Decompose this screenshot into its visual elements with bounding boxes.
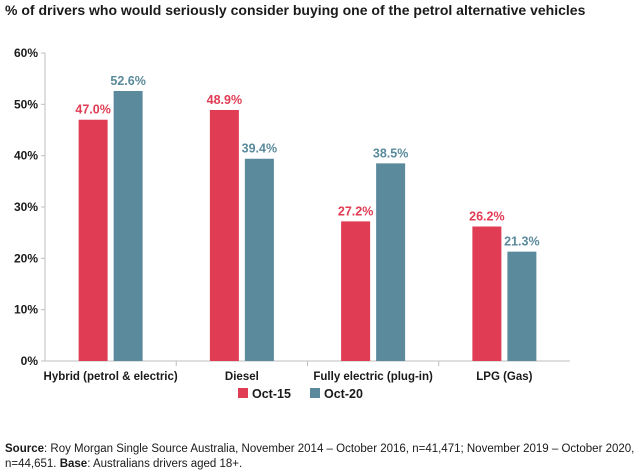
data-label: 26.2% <box>469 210 504 224</box>
data-label: 48.9% <box>207 93 242 107</box>
legend-swatch <box>238 388 248 398</box>
bar-chart: 0% 10% 20% 30% 40% 50% 60% 47.0% 52.6% Hybrid (pe… <box>14 46 570 401</box>
chart-title: % of drivers who would seriously conside… <box>5 2 586 18</box>
legend-swatch <box>310 388 320 398</box>
bar <box>209 109 239 361</box>
data-label: 39.4% <box>242 142 277 156</box>
bar <box>78 119 108 361</box>
x-tick-label: Hybrid (petrol & electric) <box>44 371 178 383</box>
source-text: : Roy Morgan Single Source Australia, No… <box>5 443 635 470</box>
bar <box>113 90 143 361</box>
x-tick-label: Fully electric (plug-in) <box>313 371 433 383</box>
y-tick-label: 30% <box>14 200 38 214</box>
bar <box>472 226 502 361</box>
data-label: 21.3% <box>504 235 539 249</box>
bar <box>341 221 371 361</box>
y-tick-label: 20% <box>14 251 38 265</box>
source-label: Source <box>5 443 44 455</box>
bar <box>244 158 274 361</box>
data-label: 27.2% <box>338 204 373 218</box>
bar <box>376 163 406 361</box>
source-note: Source: Roy Morgan Single Source Austral… <box>5 442 641 472</box>
base-text: : Australians drivers aged 18+. <box>87 458 243 470</box>
y-tick-label: 10% <box>14 303 38 317</box>
legend-label: Oct-15 <box>252 387 291 401</box>
y-tick-label: 50% <box>14 97 38 111</box>
base-label: Base <box>59 458 88 470</box>
y-tick-label: 40% <box>14 149 38 163</box>
y-tick-label: 60% <box>14 46 38 60</box>
legend-label: Oct-20 <box>324 387 363 401</box>
data-label: 52.6% <box>110 74 145 88</box>
bar <box>507 251 537 361</box>
data-label: 38.5% <box>373 146 408 160</box>
y-tick-label: 0% <box>21 354 39 368</box>
x-tick-label: LPG (Gas) <box>476 371 532 383</box>
data-label: 47.0% <box>75 103 110 117</box>
x-tick-label: Diesel <box>225 371 259 383</box>
